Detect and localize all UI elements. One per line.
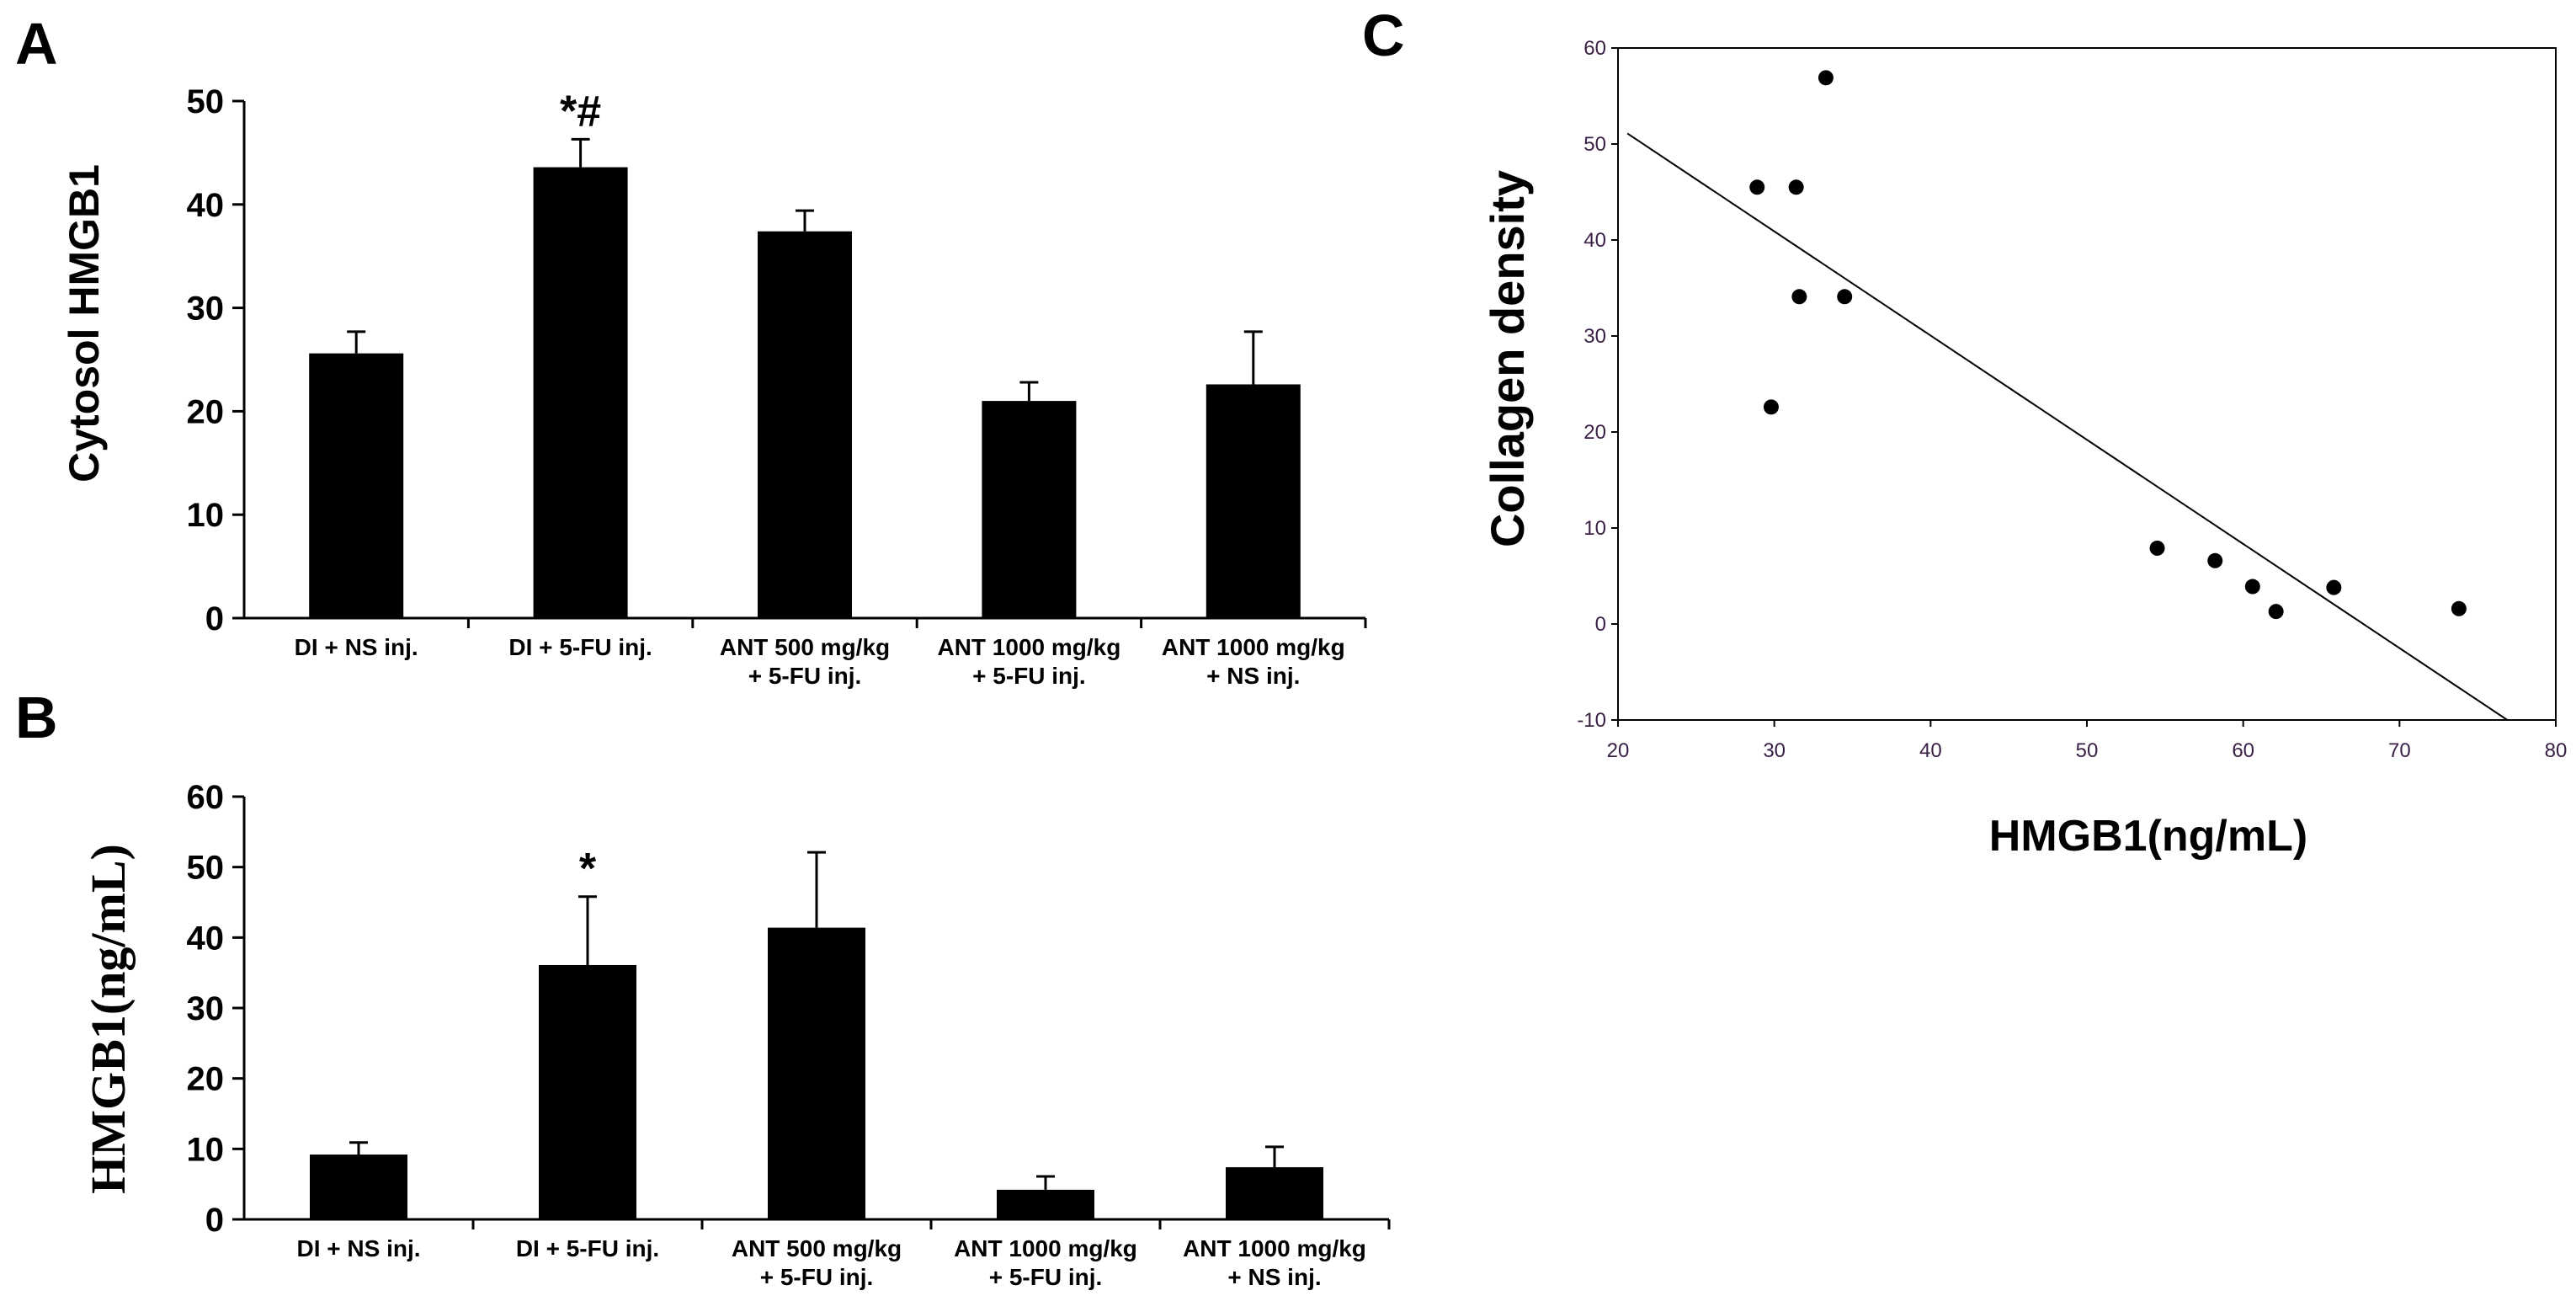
significance-marker: * [579, 845, 597, 893]
x-tick-label: ANT 500 mg/kg [732, 1235, 902, 1261]
panel-letter-c: C [1362, 3, 1405, 68]
chart-panel-b: HMGB1(ng/mL) 0 10 20 30 40 50 60 DI + NS inj. * D… [81, 779, 1391, 1290]
scatter-point [1791, 289, 1807, 305]
y-tick-label: 50 [187, 850, 225, 887]
y-tick-label: 0 [1595, 613, 1606, 636]
bar [758, 231, 852, 618]
scatter-point [2451, 600, 2467, 616]
panel-letter-b: B [15, 685, 58, 750]
y-tick-label: 40 [187, 187, 225, 224]
y-axis-label: Collagen density [1481, 170, 1534, 547]
x-tick-label: + NS inj. [1206, 663, 1300, 689]
scatter-point [2149, 540, 2165, 556]
y-tick-label: 30 [1583, 325, 1606, 348]
y-tick-label: 40 [187, 920, 225, 957]
bar [1206, 384, 1301, 618]
y-tick-label: 60 [1583, 37, 1606, 60]
y-axis-label: Cytosol HMGB1 [61, 164, 108, 483]
scatter-point [2326, 579, 2342, 595]
x-tick-label: + 5-FU inj. [989, 1264, 1103, 1290]
x-tick-label: ANT 1000 mg/kg [1183, 1235, 1366, 1261]
y-tick-label: 0 [205, 1202, 224, 1239]
bar [539, 964, 636, 1219]
x-tick-label: 20 [1607, 739, 1630, 762]
scatter-point [1749, 179, 1765, 195]
y-tick-label: 20 [187, 393, 225, 430]
scatter-point [1788, 179, 1804, 195]
bar [997, 1189, 1094, 1219]
scatter-point [2207, 552, 2223, 568]
y-tick-label: 40 [1583, 229, 1606, 252]
bar [310, 1155, 407, 1219]
bar [982, 401, 1077, 618]
x-tick-label: 80 [2545, 739, 2568, 762]
bar [768, 927, 865, 1219]
y-tick-label: 50 [187, 83, 225, 120]
x-tick-label: 60 [2232, 739, 2254, 762]
y-tick-label: 50 [1583, 133, 1606, 156]
x-tick-label: DI + 5-FU inj. [516, 1235, 659, 1261]
y-tick-label: 20 [1583, 421, 1606, 444]
x-tick-label: + 5-FU inj. [760, 1264, 874, 1290]
chart-panel-c: Collagen density HMGB1(ng/mL) -10 0 10 20 30… [1481, 37, 2567, 861]
x-tick-label: DI + 5-FU inj. [508, 634, 652, 660]
y-tick-label: 10 [187, 1131, 225, 1168]
scatter-point [1837, 289, 1853, 305]
significance-marker: *# [560, 87, 601, 136]
trend-line [1626, 132, 2508, 721]
bar [533, 167, 628, 619]
x-tick-label: + 5-FU inj. [972, 663, 1086, 689]
x-tick-label: DI + NS inj. [295, 634, 418, 660]
x-tick-label: ANT 1000 mg/kg [937, 634, 1120, 660]
y-tick-label: 0 [205, 600, 224, 637]
y-tick-label: 20 [187, 1061, 225, 1098]
x-tick-label: ANT 1000 mg/kg [1162, 634, 1345, 660]
x-tick-label: ANT 1000 mg/kg [954, 1235, 1137, 1261]
scatter-point [1763, 399, 1779, 415]
chart-panel-a: Cytosol HMGB1 0 10 20 30 40 50 DI + NS inj. *# D… [61, 83, 1367, 689]
bar [309, 353, 404, 618]
scatter-point [1818, 70, 1834, 86]
y-tick-label: 30 [187, 291, 225, 328]
x-tick-label: 30 [1763, 739, 1786, 762]
y-tick-label: 10 [1583, 517, 1606, 540]
x-tick-label: 70 [2388, 739, 2411, 762]
panel-letter-a: A [15, 11, 58, 77]
x-tick-label: ANT 500 mg/kg [720, 634, 890, 660]
plot-frame [1617, 47, 2557, 721]
x-tick-label: 40 [1919, 739, 1942, 762]
bar [1226, 1167, 1323, 1219]
scatter-point [2268, 604, 2284, 620]
scatter-point [2244, 579, 2260, 595]
x-axis-label: HMGB1(ng/mL) [1989, 812, 2307, 861]
y-tick-label: 60 [187, 779, 225, 816]
y-axis-label: HMGB1(ng/mL) [81, 844, 136, 1194]
x-tick-label: 50 [2076, 739, 2099, 762]
x-tick-label: + 5-FU inj. [748, 663, 862, 689]
y-tick-label: 10 [187, 497, 225, 534]
x-tick-label: + NS inj. [1227, 1264, 1321, 1290]
x-tick-label: DI + NS inj. [296, 1235, 420, 1261]
y-tick-label: -10 [1577, 709, 1606, 732]
y-tick-label: 30 [187, 990, 225, 1027]
